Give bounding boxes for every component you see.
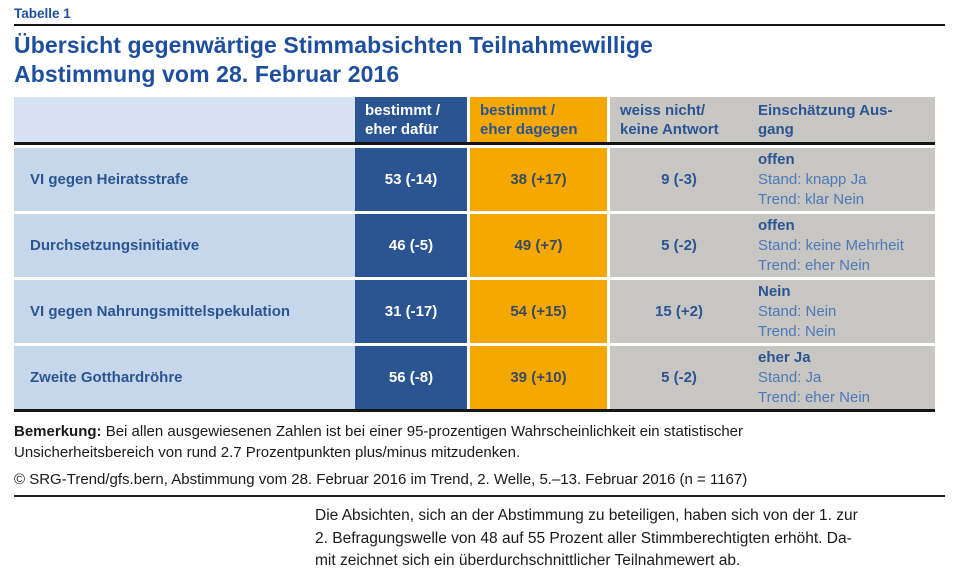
stand-text: Stand: Nein <box>758 302 837 320</box>
cell-dagegen: 39 (+10) <box>470 346 607 409</box>
header-empty-cell <box>14 97 355 142</box>
table-row: VI gegen Heiratsstrafe 53 (-14) 38 (+17)… <box>14 148 935 211</box>
header-weiss-nicht: weiss nicht/ keine Antwort <box>610 97 748 142</box>
cell-dafuer: 46 (-5) <box>355 214 467 277</box>
page-title: Übersicht gegenwärtige Stimmabsichten Te… <box>14 32 653 87</box>
source-line: © SRG-Trend/gfs.bern, Abstimmung vom 28.… <box>14 470 945 497</box>
cell-dagegen: 54 (+15) <box>470 280 607 343</box>
verdict-text: eher Ja <box>758 348 811 366</box>
row-label: Zweite Gotthardröhre <box>14 346 355 409</box>
stand-text: Stand: keine Mehrheit <box>758 236 904 254</box>
table-number-label: Tabelle 1 <box>14 0 945 26</box>
cell-dagegen: 49 (+7) <box>470 214 607 277</box>
table-row: Zweite Gotthardröhre 56 (-8) 39 (+10) 5 … <box>14 346 935 409</box>
verdict-text: offen <box>758 216 795 234</box>
cell-weiss-nicht: 15 (+2) <box>610 280 748 343</box>
trend-text: Trend: Nein <box>758 322 836 340</box>
stand-text: Stand: Ja <box>758 368 822 386</box>
commentary-paragraph: Die Absichten, sich an der Abstimmung zu… <box>315 507 858 569</box>
trend-text: Trend: eher Nein <box>758 388 871 406</box>
results-table: bestimmt / eher dafür bestimmt / eher da… <box>14 97 935 412</box>
cell-weiss-nicht: 5 (-2) <box>610 214 748 277</box>
trend-text: Trend: klar Nein <box>758 190 865 208</box>
table-row: Durchsetzungsinitiative 46 (-5) 49 (+7) … <box>14 214 935 277</box>
cell-einschaetzung: Nein Stand: Nein Trend: Nein <box>748 280 935 343</box>
table-header-row: bestimmt / eher dafür bestimmt / eher da… <box>14 97 935 145</box>
footnote-text: Bei allen ausgewiesenen Zahlen ist bei e… <box>14 423 743 461</box>
footnote-label: Bemerkung: <box>14 423 102 440</box>
cell-einschaetzung: offen Stand: knapp Ja Trend: klar Nein <box>748 148 935 211</box>
header-dafuer: bestimmt / eher dafür <box>355 97 467 142</box>
table-row: VI gegen Nahrungsmittelspekulation 31 (-… <box>14 280 935 343</box>
cell-einschaetzung: offen Stand: keine Mehrheit Trend: eher … <box>748 214 935 277</box>
footnote-bemerkung: Bemerkung: Bei allen ausgewiesenen Zahle… <box>14 421 945 463</box>
cell-weiss-nicht: 9 (-3) <box>610 148 748 211</box>
verdict-text: offen <box>758 150 795 168</box>
cell-weiss-nicht: 5 (-2) <box>610 346 748 409</box>
stand-text: Stand: knapp Ja <box>758 170 867 188</box>
cell-dafuer: 56 (-8) <box>355 346 467 409</box>
row-label: VI gegen Nahrungsmittelspekulation <box>14 280 355 343</box>
cell-dafuer: 31 (-17) <box>355 280 467 343</box>
report-table-figure: Tabelle 1 Übersicht gegenwärtige Stimmab… <box>14 0 945 573</box>
trend-text: Trend: eher Nein <box>758 256 871 274</box>
cell-dafuer: 53 (-14) <box>355 148 467 211</box>
header-dagegen: bestimmt / eher dagegen <box>470 97 607 142</box>
row-label: Durchsetzungsinitiative <box>14 214 355 277</box>
header-einschaetzung: Einschätzung Aus- gang <box>748 97 935 142</box>
verdict-text: Nein <box>758 282 791 300</box>
cell-dagegen: 38 (+17) <box>470 148 607 211</box>
cell-einschaetzung: eher Ja Stand: Ja Trend: eher Nein <box>748 346 935 409</box>
row-label: VI gegen Heiratsstrafe <box>14 148 355 211</box>
